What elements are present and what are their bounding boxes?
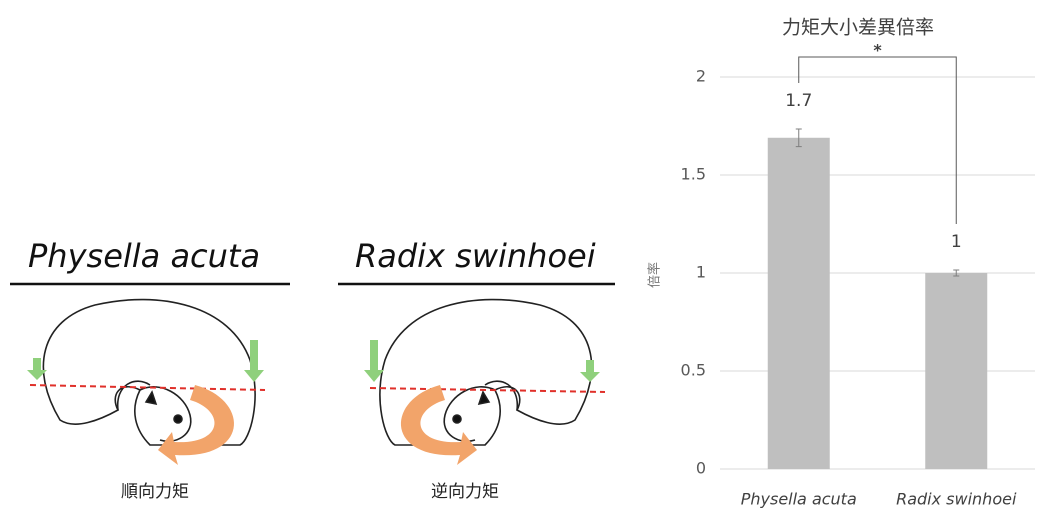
force-arrow bbox=[580, 360, 600, 382]
force-arrow bbox=[364, 340, 384, 382]
bar-chart: 0 0.5 1 1.5 2 1.7 Physella acuta 1 Radix swinhoe… bbox=[681, 41, 1035, 509]
value-label: 1 bbox=[951, 232, 962, 252]
chart-title: 力矩大小差異倍率 bbox=[782, 17, 934, 39]
shell-diagram bbox=[379, 298, 593, 446]
x-tick-label: Physella acuta bbox=[741, 490, 857, 509]
torque-arrow bbox=[400, 385, 477, 465]
diagram-caption: 逆向力矩 bbox=[431, 482, 499, 502]
axis-line bbox=[369, 387, 606, 393]
y-tick-label: 1 bbox=[696, 263, 706, 282]
error-bar bbox=[795, 128, 802, 148]
y-tick-label: 1.5 bbox=[681, 165, 706, 184]
force-arrow bbox=[27, 358, 47, 380]
torque-arrow bbox=[158, 385, 235, 465]
shell-diagram bbox=[42, 298, 256, 446]
value-label: 1.7 bbox=[785, 91, 812, 111]
diagram-title: Physella acuta bbox=[28, 237, 260, 275]
significance-mark: * bbox=[873, 41, 882, 60]
bar bbox=[925, 273, 988, 469]
axis-line bbox=[29, 384, 266, 391]
y-tick-label: 0.5 bbox=[681, 361, 706, 380]
significance-bracket bbox=[798, 56, 957, 225]
y-tick-label: 2 bbox=[696, 67, 706, 86]
y-axis-label: 倍率 bbox=[647, 262, 663, 288]
bar bbox=[767, 137, 830, 469]
force-arrow bbox=[244, 340, 264, 382]
x-tick-label: Radix swinhoei bbox=[896, 490, 1017, 509]
y-tick-label: 0 bbox=[696, 459, 706, 478]
error-bar bbox=[953, 269, 960, 277]
diagram-caption: 順向力矩 bbox=[121, 482, 189, 502]
diagram-title: Radix swinhoei bbox=[355, 237, 596, 275]
